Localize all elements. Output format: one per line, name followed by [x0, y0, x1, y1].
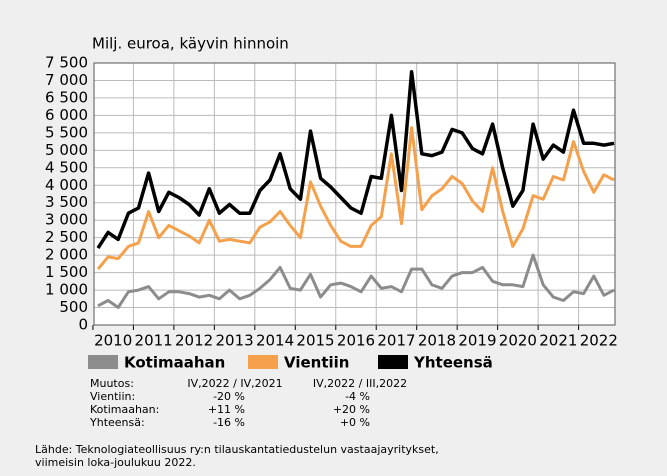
legend-label: Vientiin — [284, 354, 349, 372]
x-tick-label: 2015 — [296, 332, 334, 350]
y-tick-label: 5 000 — [45, 141, 88, 159]
y-tick-label: 2 000 — [45, 246, 88, 264]
legend-label: Yhteensä — [413, 354, 493, 372]
plot-border — [93, 62, 616, 326]
y-tick-label: 4 000 — [45, 176, 88, 194]
legend-swatch — [248, 355, 278, 369]
y-tick-label: 7 500 — [45, 54, 88, 72]
y-axis-label: Milj. euroa, käyvin hinnoin — [92, 35, 289, 53]
table-cell: -16 % — [213, 416, 245, 429]
y-tick-label: 1 500 — [45, 263, 88, 281]
x-tick-label: 2010 — [94, 332, 132, 350]
legend-swatch — [88, 355, 118, 369]
x-tick-label: 2016 — [337, 332, 375, 350]
x-tick-label: 2018 — [418, 332, 456, 350]
table-cell: Yhteensä: — [89, 416, 145, 429]
table-header: Muutos: — [90, 377, 134, 390]
legend-label: Kotimaahan — [124, 354, 225, 372]
source-note: Lähde: Teknologiateollisuus ry:n tilausk… — [35, 443, 439, 456]
table-cell: +11 % — [208, 403, 245, 416]
y-tick-label: 2 500 — [45, 228, 88, 246]
x-tick-label: 2019 — [458, 332, 496, 350]
table-header: IV,2022 / III,2022 — [313, 377, 407, 390]
source-note: viimeisin loka-joulukuu 2022. — [35, 456, 196, 469]
x-tick-label: 2017 — [377, 332, 415, 350]
y-tick-label: 0 — [78, 316, 88, 334]
table-cell: +20 % — [333, 403, 370, 416]
series-line — [96, 126, 615, 271]
y-tick-label: 500 — [59, 298, 88, 316]
x-tick-label: 2022 — [580, 332, 618, 350]
y-tick-label: 7 000 — [45, 71, 88, 89]
legend-swatch — [378, 355, 408, 369]
x-tick-label: 2011 — [135, 332, 173, 350]
table-cell: -4 % — [345, 390, 370, 403]
x-tick-label: 2020 — [499, 332, 537, 350]
x-tick-label: 2012 — [175, 332, 213, 350]
table-cell: -20 % — [213, 390, 245, 403]
x-tick-label: 2021 — [539, 332, 577, 350]
plot-area — [94, 63, 615, 325]
table-cell: +0 % — [340, 416, 370, 429]
y-tick-label: 6 000 — [45, 106, 88, 124]
table-cell: Vientiin: — [90, 390, 135, 403]
y-tick-label: 3 000 — [45, 211, 88, 229]
table-cell: Kotimaahan: — [90, 403, 159, 416]
y-tick-label: 4 500 — [45, 158, 88, 176]
y-tick-label: 5 500 — [45, 123, 88, 141]
x-tick-label: 2013 — [215, 332, 253, 350]
y-tick-label: 1 000 — [45, 281, 88, 299]
y-tick-label: 6 500 — [45, 88, 88, 106]
table-header: IV,2022 / IV,2021 — [187, 377, 282, 390]
y-tick-label: 3 500 — [45, 193, 88, 211]
x-tick-label: 2014 — [256, 332, 294, 350]
series-line — [97, 253, 615, 309]
series-line — [96, 69, 615, 250]
